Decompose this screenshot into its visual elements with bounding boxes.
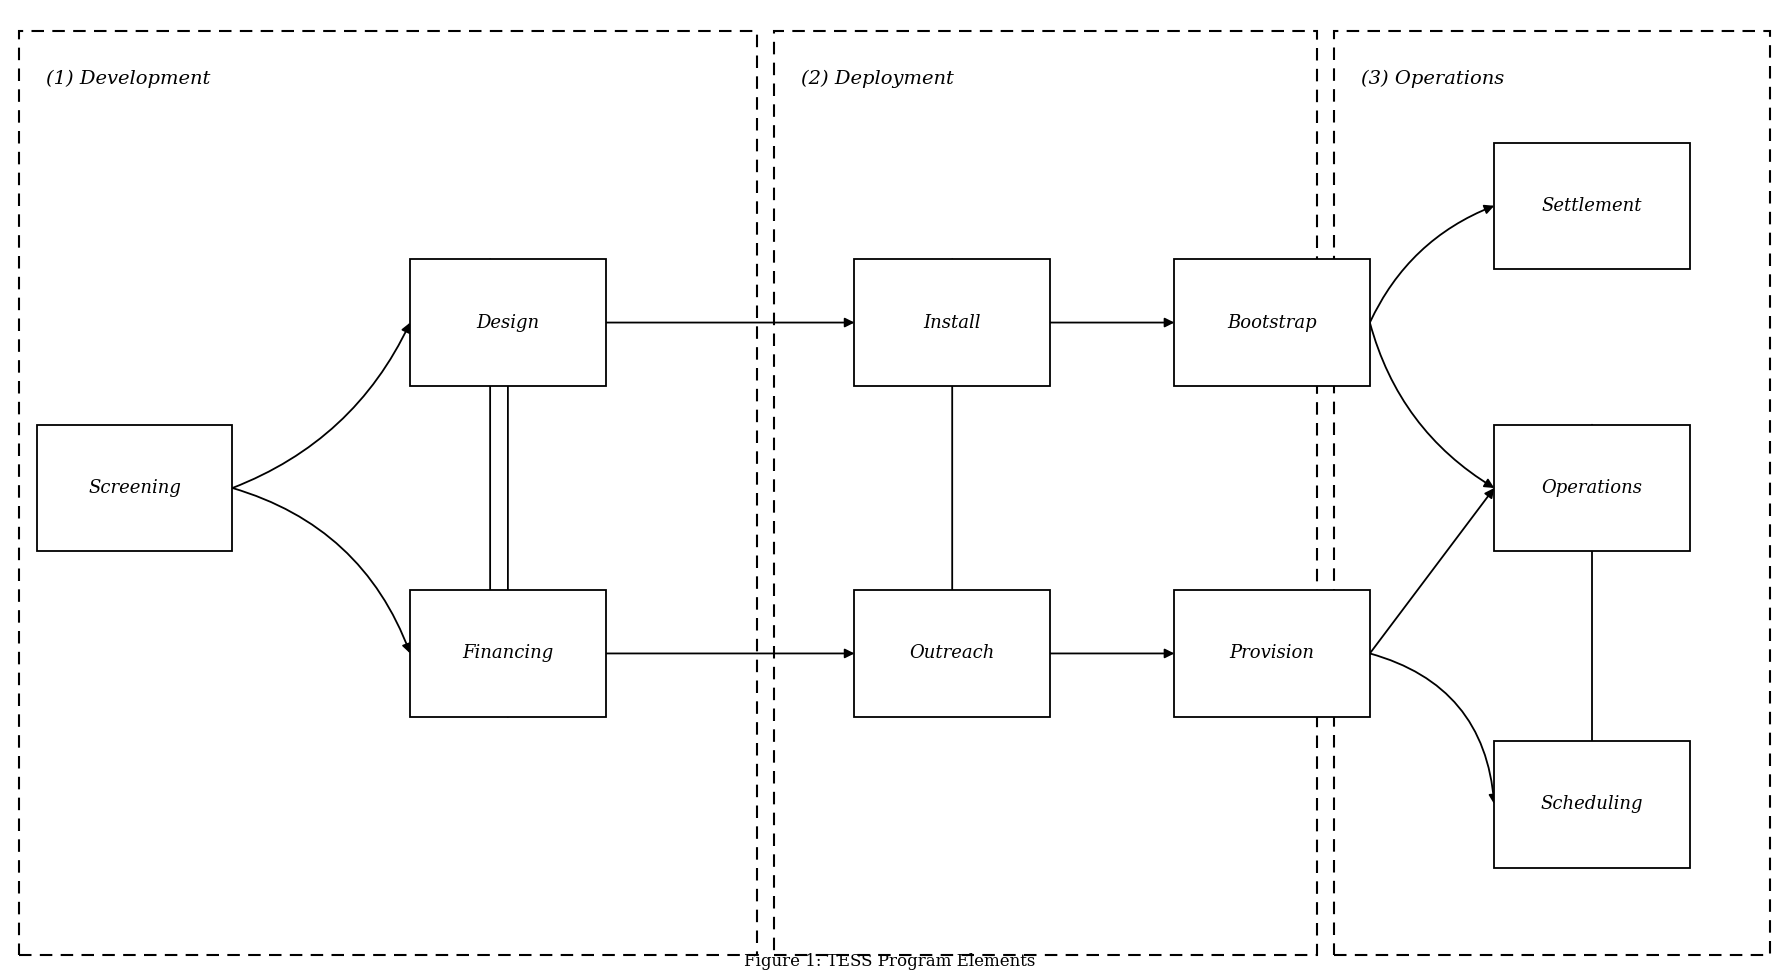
FancyBboxPatch shape xyxy=(409,260,605,386)
Text: Design: Design xyxy=(477,313,539,332)
FancyBboxPatch shape xyxy=(37,425,233,551)
Text: Figure 1: TESS Program Elements: Figure 1: TESS Program Elements xyxy=(744,953,1036,970)
Text: Financing: Financing xyxy=(463,644,554,663)
Text: Provision: Provision xyxy=(1230,644,1315,663)
Text: (1) Development: (1) Development xyxy=(46,69,210,88)
FancyBboxPatch shape xyxy=(854,590,1050,716)
FancyBboxPatch shape xyxy=(854,260,1050,386)
Text: Scheduling: Scheduling xyxy=(1541,795,1643,813)
Text: Bootstrap: Bootstrap xyxy=(1226,313,1317,332)
Text: Operations: Operations xyxy=(1541,479,1643,497)
FancyBboxPatch shape xyxy=(409,590,605,716)
FancyBboxPatch shape xyxy=(1493,741,1689,868)
FancyBboxPatch shape xyxy=(1175,260,1371,386)
Text: Outreach: Outreach xyxy=(910,644,995,663)
FancyBboxPatch shape xyxy=(1175,590,1371,716)
Text: (3) Operations: (3) Operations xyxy=(1362,69,1504,88)
Text: Screening: Screening xyxy=(89,479,182,497)
FancyBboxPatch shape xyxy=(1493,425,1689,551)
Text: (2) Deployment: (2) Deployment xyxy=(801,69,954,88)
Text: Install: Install xyxy=(924,313,981,332)
FancyBboxPatch shape xyxy=(1493,142,1689,269)
Text: Settlement: Settlement xyxy=(1541,197,1643,215)
